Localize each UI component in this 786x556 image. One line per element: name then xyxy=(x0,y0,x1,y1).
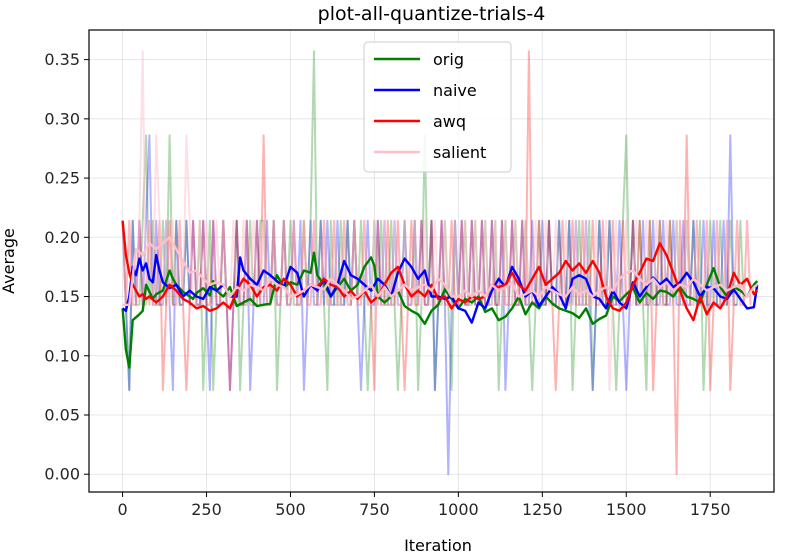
series-naive-line xyxy=(121,253,759,324)
y-tick-label: 0.35 xyxy=(44,50,80,69)
y-tick-label: 0.15 xyxy=(44,287,80,306)
x-tick-label: 750 xyxy=(359,500,390,519)
x-tick-label: 1500 xyxy=(606,500,647,519)
y-tick-label: 0.20 xyxy=(44,228,80,247)
y-tick-label: 0.10 xyxy=(44,346,80,365)
series-salient-line xyxy=(122,236,758,306)
x-tick-label: 1250 xyxy=(522,500,563,519)
y-tick-label: 0.05 xyxy=(44,406,80,425)
legend: orig naive awq salient xyxy=(363,41,512,173)
y-axis-title: Average xyxy=(0,228,18,294)
legend-label-awq: awq xyxy=(433,112,466,131)
chart-title: plot-all-quantize-trials-4 xyxy=(318,3,546,25)
x-tick-label: 1000 xyxy=(438,500,479,519)
legend-label-orig: orig xyxy=(433,50,464,69)
smoothed-series-layer xyxy=(121,220,759,369)
series-awq-line xyxy=(121,220,759,322)
legend-label-naive: naive xyxy=(433,81,477,100)
x-tick-label: 500 xyxy=(275,500,306,519)
plot-frame xyxy=(88,29,775,493)
series-orig-line xyxy=(121,251,759,369)
x-tick-label: 0 xyxy=(117,500,127,519)
x-tick-label: 250 xyxy=(191,500,222,519)
legend-box xyxy=(363,41,512,173)
y-tick-label: 0.25 xyxy=(44,169,80,188)
y-tick-label: 0.00 xyxy=(44,465,80,484)
y-tick-label: 0.30 xyxy=(44,109,80,128)
axis-ticks: 0 250 500 750 1000 1250 1500 1750 0.00 0.05 0.10 0.… xyxy=(44,50,730,519)
x-axis-title: Iteration xyxy=(404,536,472,555)
legend-label-salient: salient xyxy=(433,143,486,162)
x-tick-label: 1750 xyxy=(690,500,731,519)
